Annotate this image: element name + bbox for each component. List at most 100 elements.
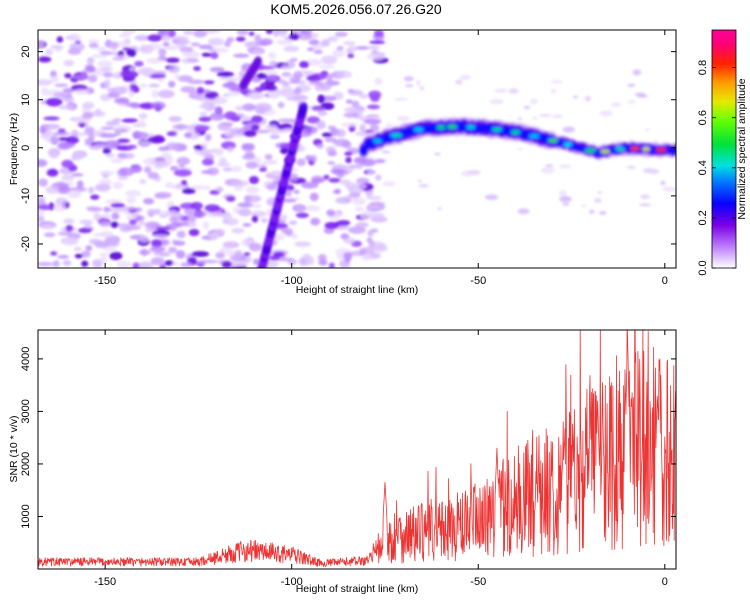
spectrogram-noise-blob [382, 181, 396, 187]
spectrogram-noise-blob [199, 111, 208, 117]
spectrogram-noise-blob [130, 164, 143, 174]
spectrogram-noise-blob [55, 197, 68, 206]
spectrogram-noise-blob [38, 261, 54, 267]
spectrogram-noise-blob [140, 248, 148, 257]
spectrogram-noise-blob [318, 65, 336, 69]
spectrogram-noise-blob [271, 128, 279, 138]
spectrogram-noise-blob [87, 74, 98, 83]
snr-x-label: Height of straight line (km) [296, 583, 419, 595]
colorbar-tick-label: 0.2 [697, 210, 709, 225]
spectrogram-noise-blob [300, 30, 313, 35]
spectrogram-noise-blob [306, 116, 320, 124]
spectrogram-noise-blob [134, 60, 144, 67]
spectrogram-noise-blob [334, 188, 341, 195]
spectrogram-noise-blob [178, 164, 185, 169]
spectrogram-noise-blob [581, 204, 588, 208]
spectrogram-noise-blob [58, 104, 75, 110]
spectrogram-noise-blob [348, 164, 360, 169]
spectrogram-noise-blob [385, 123, 393, 127]
spectrogram-noise-blob [359, 247, 367, 256]
spectrogram-noise-blob [280, 88, 298, 98]
spectrogram-noise-blob [151, 89, 159, 99]
spectrogram-noise-blob [171, 35, 189, 41]
ridge-hotspot [528, 133, 540, 139]
spectrogram-noise-blob [405, 84, 414, 88]
spectrogram-noise-blob [43, 116, 60, 121]
spectrogram-noise-blob [343, 112, 360, 118]
spectrogram-y-tick-label: 0 [20, 145, 32, 151]
spectrogram-noise-blob [166, 209, 178, 218]
spectrogram-noise-blob [88, 238, 102, 245]
spectrogram-noise-blob [372, 244, 388, 252]
spectrogram-noise-blob [285, 228, 294, 237]
spectrogram-noise-blob [109, 207, 126, 213]
spectrogram-noise-blob [551, 114, 564, 119]
spectrogram-noise-blob [169, 223, 178, 232]
spectrogram-noise-blob [241, 144, 255, 152]
spectrogram-noise-blob [100, 67, 113, 72]
spectrogram-noise-blob [94, 183, 111, 192]
spectrogram-noise-blob [437, 206, 442, 210]
spectrogram-noise-blob [92, 259, 103, 268]
spectrogram-noise-blob [217, 122, 232, 131]
spectrogram-noise-blob [562, 126, 575, 133]
spectrogram-noise-blob [343, 71, 353, 79]
spectrogram-noise-blob [86, 206, 100, 211]
spectrogram-noise-blob [68, 33, 81, 42]
spectrogram-noise-blob [73, 88, 90, 95]
spectrogram-noise-blob [218, 157, 227, 163]
spectrogram-noise-blob [416, 79, 421, 86]
colorbar-tick-label: 0.6 [697, 110, 709, 125]
spectrogram-noise-blob [330, 168, 346, 174]
spectrogram-noise-blob [206, 212, 224, 218]
spectrogram-noise-blob [99, 50, 114, 56]
ridge-core [361, 146, 369, 155]
spectrogram-noise-blob [351, 100, 360, 109]
spectrogram-noise-blob [72, 192, 82, 198]
spectrogram-noise-blob [233, 53, 250, 58]
spectrogram-noise-blob [132, 262, 140, 268]
spectrogram-noise-blob [38, 195, 46, 202]
spectrogram-y-ticks: -20 -10 0 10 20 [20, 46, 676, 252]
spectrogram-noise-blob [45, 48, 54, 56]
spectrogram-noise-blob [132, 131, 149, 140]
spectrogram-noise-blob [153, 70, 167, 75]
spectrogram-noise-blob [146, 58, 162, 64]
spectrogram-noise-blob [288, 220, 298, 225]
spectrogram-noise-blob [38, 209, 45, 217]
spectrogram-noise-blob [168, 115, 182, 123]
spectrogram-noise-blob [81, 71, 88, 78]
spectrogram-noise-blob [63, 59, 75, 67]
spectrogram-noise-blob [281, 64, 291, 70]
spectrogram-noise-blob [111, 212, 120, 220]
spectrogram-noise-blob [65, 224, 74, 232]
spectrogram-x-ticks: -150 -100 -50 0 [94, 30, 668, 287]
spectrogram-noise-blob [310, 154, 317, 163]
spectrogram-noise-blob [81, 112, 94, 120]
spectrogram-noise-blob [225, 91, 241, 97]
spectrogram-noise-blob [71, 129, 79, 139]
spectrogram-noise-blob [366, 204, 381, 210]
spectrogram-noise-blob [368, 240, 376, 248]
spectrogram-noise-blob [278, 30, 287, 38]
spectrogram-noise-blob [193, 66, 201, 72]
spectrogram-noise-blob [216, 71, 235, 78]
spectrogram-noise-blob [202, 30, 221, 34]
spectrogram-noise-blob [293, 189, 300, 194]
spectrogram-noise-blob [102, 147, 112, 155]
spectrogram-noise-blob [109, 251, 123, 261]
spectrogram-noise-blob [294, 241, 311, 247]
spectrogram-noise-blob [551, 88, 557, 94]
spectrogram-noise-blob [299, 60, 310, 69]
spectrogram-noise-blob [308, 39, 320, 46]
spectrogram-noise-blob [370, 216, 388, 223]
spectrogram-noise-blob [309, 192, 319, 202]
spectrogram-noise-blob [260, 218, 268, 223]
spectrogram-noise-blob [62, 88, 74, 94]
spectrogram-noise-blob [627, 83, 636, 88]
spectrogram-noise-blob [316, 120, 326, 130]
spectrogram-noise-blob [228, 76, 245, 82]
spectrogram-noise-blob [295, 212, 309, 219]
spectrogram-noise-blob [396, 116, 410, 122]
spectrogram-noise-blob [126, 48, 137, 58]
